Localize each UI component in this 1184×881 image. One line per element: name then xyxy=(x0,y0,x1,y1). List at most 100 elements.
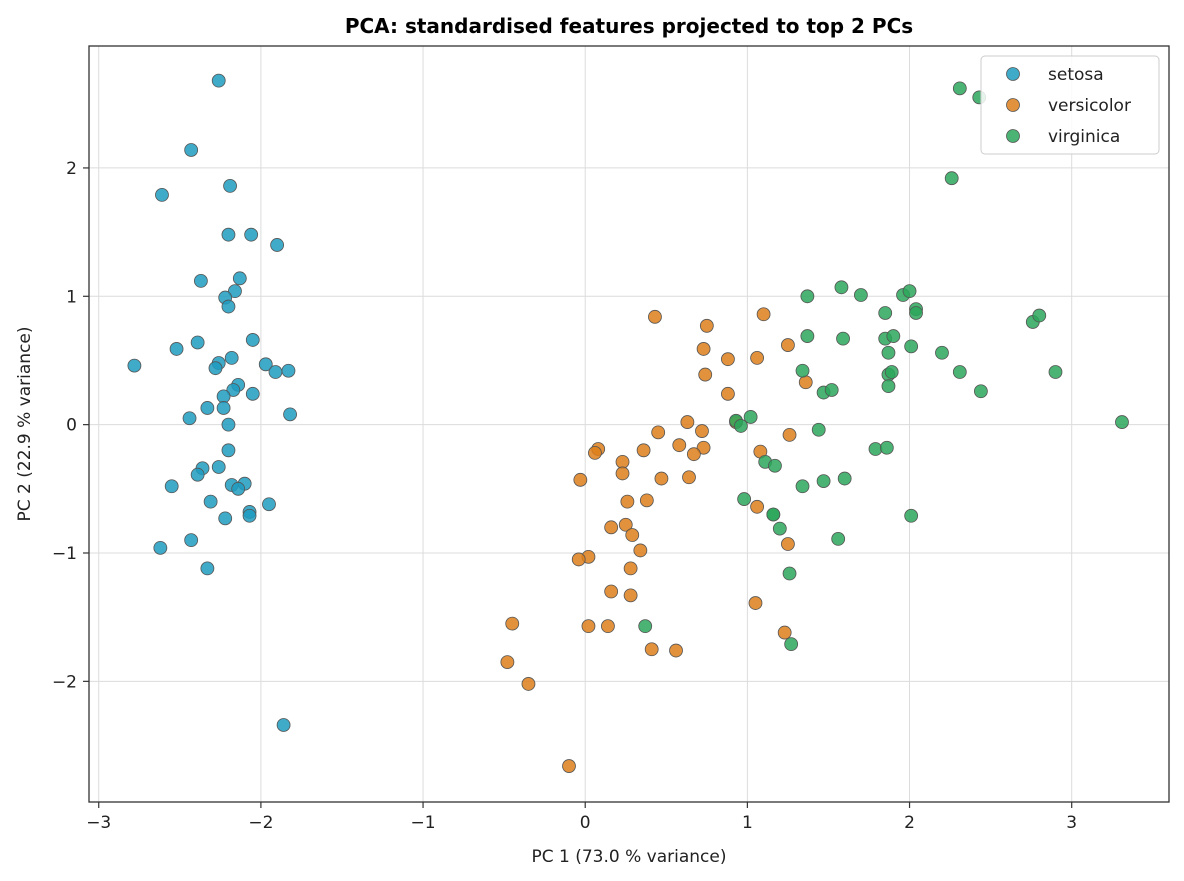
setosa-point xyxy=(270,238,285,252)
y-tick-label: 2 xyxy=(66,159,77,179)
setosa-point xyxy=(182,411,197,426)
versicolor-point xyxy=(699,318,714,333)
versicolor-point xyxy=(695,424,709,438)
versicolor-point xyxy=(615,466,630,481)
legend: setosa versicolor virginica xyxy=(980,55,1160,155)
setosa-point xyxy=(228,284,242,299)
setosa-point xyxy=(211,460,226,474)
versicolor-point xyxy=(604,520,619,535)
virginica-point xyxy=(904,339,919,354)
virginica-point xyxy=(973,384,988,399)
x-tick-label: −3 xyxy=(86,813,111,833)
versicolor-point xyxy=(625,528,640,542)
virginica-point xyxy=(909,306,923,320)
setosa-point xyxy=(226,383,241,397)
versicolor-point xyxy=(521,677,536,691)
versicolor-point xyxy=(620,494,635,509)
setosa-point xyxy=(127,358,142,373)
versicolor-point xyxy=(618,517,633,532)
versicolor-point xyxy=(777,625,792,640)
setosa-point xyxy=(268,365,283,379)
versicolor-point xyxy=(696,342,711,356)
virginica-point xyxy=(733,419,748,433)
virginica-point xyxy=(1115,415,1129,429)
y-tick-label: 0 xyxy=(66,416,77,436)
grid xyxy=(89,46,1169,802)
series-virginica xyxy=(638,81,1129,652)
versicolor-point xyxy=(654,471,669,486)
virginica-point xyxy=(831,531,846,546)
versicolor-point xyxy=(633,543,648,558)
versicolor-point xyxy=(680,415,695,429)
x-tick-label: 2 xyxy=(904,813,915,833)
virginica-point xyxy=(836,331,850,346)
versicolor-point xyxy=(750,350,765,365)
setosa-point xyxy=(281,363,296,378)
setosa-point xyxy=(242,508,257,523)
versicolor-point xyxy=(696,440,711,455)
virginica-point xyxy=(743,410,758,424)
setosa-point xyxy=(283,407,297,422)
versicolor-point xyxy=(756,307,771,322)
x-tick-label: −1 xyxy=(411,813,436,833)
virginica-point xyxy=(879,440,894,455)
virginica-point xyxy=(811,422,826,437)
versicolor-point xyxy=(581,619,596,634)
virginica-point xyxy=(878,306,893,320)
versicolor-point xyxy=(686,447,701,462)
virginica-point xyxy=(782,566,797,581)
setosa-point xyxy=(153,540,168,555)
virginica-point xyxy=(853,288,868,302)
setosa-point xyxy=(276,718,291,732)
versicolor-point xyxy=(644,642,659,657)
legend-label-setosa: setosa xyxy=(1048,65,1104,85)
chart-title: PCA: standardised features projected to … xyxy=(345,14,913,38)
setosa-point xyxy=(211,73,226,88)
virginica-point xyxy=(884,365,899,379)
data-points xyxy=(127,73,1129,773)
setosa-point xyxy=(221,299,236,314)
setosa-point xyxy=(169,342,184,356)
versicolor-point xyxy=(648,309,662,324)
versicolor-point xyxy=(782,428,797,442)
versicolor-point xyxy=(682,470,696,485)
setosa-point xyxy=(232,271,247,286)
virginica-point xyxy=(904,508,919,523)
virginica-point xyxy=(795,479,810,494)
versicolor-point xyxy=(623,561,638,576)
setosa-point xyxy=(221,443,236,458)
series-versicolor xyxy=(500,307,813,773)
x-tick-label: 3 xyxy=(1066,813,1077,833)
versicolor-point xyxy=(781,537,795,551)
versicolor-point xyxy=(721,352,735,367)
setosa-point xyxy=(258,357,273,372)
y-tick-label: 1 xyxy=(66,287,77,307)
x-axis-label: PC 1 (73.0 % variance) xyxy=(531,847,726,867)
virginica-point xyxy=(800,329,815,343)
versicolor-point xyxy=(651,425,666,440)
virginica-point xyxy=(944,171,959,186)
x-tick-label: 0 xyxy=(580,813,591,833)
setosa-point xyxy=(221,227,236,242)
versicolor-point xyxy=(505,616,520,631)
virginica-point xyxy=(952,81,967,96)
virginica-point xyxy=(800,289,815,304)
versicolor-point xyxy=(615,454,630,469)
setosa-point xyxy=(193,273,208,288)
legend-label-versicolor: versicolor xyxy=(1048,96,1131,116)
virginica-point xyxy=(1032,308,1047,323)
versicolor-point xyxy=(573,472,588,487)
x-tick-label: −2 xyxy=(248,813,273,833)
virginica-point xyxy=(784,637,799,652)
setosa-point xyxy=(224,350,239,365)
versicolor-point xyxy=(623,588,638,603)
virginica-point xyxy=(737,492,752,506)
versicolor-point xyxy=(781,338,795,352)
setosa-point xyxy=(218,511,233,526)
legend-marker-virginica xyxy=(1006,129,1020,143)
versicolor-point xyxy=(698,367,713,382)
setosa-point xyxy=(216,389,231,404)
virginica-point xyxy=(795,363,810,378)
virginica-point xyxy=(935,345,949,360)
y-tick-label: −1 xyxy=(52,544,77,564)
